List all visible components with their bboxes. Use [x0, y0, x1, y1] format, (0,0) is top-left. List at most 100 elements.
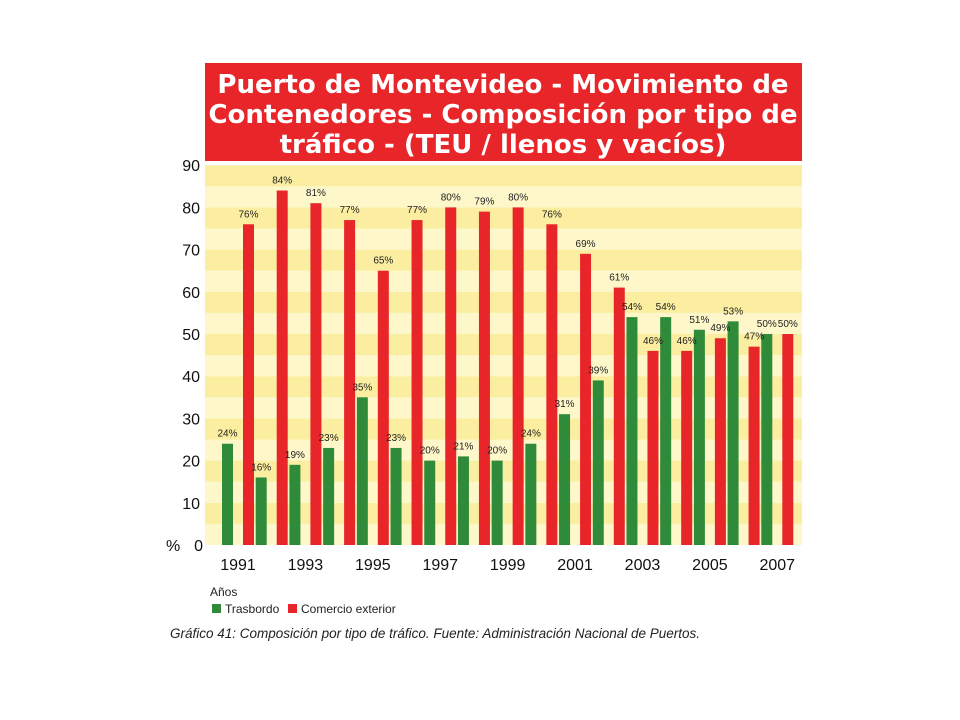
value-label: 76% [542, 209, 562, 220]
bar-trasbordo [559, 414, 571, 545]
value-label: 23% [319, 433, 339, 444]
x-axis-title: Años [210, 585, 237, 599]
y-axis-unit: % [166, 538, 180, 555]
background-band [205, 334, 802, 356]
bar-comercio-exterior [478, 211, 490, 545]
y-tick-label: 20 [182, 454, 200, 471]
figure-caption: Gráfico 41: Composición por tipo de tráf… [170, 626, 700, 641]
y-tick-label: 30 [182, 411, 200, 428]
value-label: 50% [757, 319, 777, 330]
bar-comercio-exterior [377, 270, 389, 545]
value-label: 77% [340, 205, 360, 216]
bar-trasbordo [592, 380, 604, 545]
x-axis: 1991 1993 1995 1997 1999 2001 2003 2005 2007 [220, 557, 795, 574]
bar-trasbordo [323, 447, 335, 545]
legend-swatch [212, 604, 221, 613]
value-label: 21% [453, 441, 473, 452]
background-band [205, 186, 802, 208]
value-label: 81% [306, 188, 326, 199]
value-label: 20% [487, 446, 507, 457]
bars [222, 190, 794, 545]
bar-comercio-exterior [276, 190, 288, 545]
value-label: 24% [521, 429, 541, 440]
bar-comercio-exterior [546, 224, 558, 545]
x-tick-label: 1999 [490, 557, 526, 574]
bar-comercio-exterior [344, 220, 356, 545]
value-label: 69% [576, 239, 596, 250]
value-label: 46% [643, 336, 663, 347]
bar-trasbordo [525, 443, 537, 545]
x-tick-label: 1991 [220, 557, 256, 574]
value-label: 76% [238, 209, 258, 220]
y-tick-label: 90 [182, 158, 200, 175]
legend: Trasbordo Comercio exterior [212, 602, 396, 616]
title-line: Contenedores - Composición por tipo de [208, 100, 797, 130]
background-band [205, 376, 802, 398]
bar-trasbordo [390, 447, 402, 545]
x-tick-label: 2005 [692, 557, 728, 574]
value-label: 46% [677, 336, 697, 347]
value-label: 51% [689, 315, 709, 326]
bar-comercio-exterior [714, 338, 726, 545]
bar-comercio-exterior [748, 346, 760, 545]
bar-comercio-exterior [647, 350, 659, 545]
value-label: 80% [508, 192, 528, 203]
background-band [205, 249, 802, 271]
y-tick-label: 60 [182, 285, 200, 302]
value-label: 47% [744, 332, 764, 343]
chart-title: Puerto de Montevideo - Movimiento deCont… [208, 70, 797, 160]
y-tick-label: 80 [182, 200, 200, 217]
title-banner [205, 63, 802, 161]
background-band [205, 291, 802, 313]
value-label: 84% [272, 176, 292, 187]
bar-comercio-exterior [613, 287, 625, 545]
background-band [205, 355, 802, 377]
x-tick-label: 2007 [759, 557, 795, 574]
title-line: tráfico - (TEU / llenos y vacíos) [280, 130, 727, 160]
bar-comercio-exterior [445, 207, 457, 545]
bar-trasbordo [491, 460, 503, 545]
bar-comercio-exterior [782, 334, 794, 545]
legend-label: Trasbordo [225, 602, 280, 616]
bar-trasbordo [222, 443, 233, 545]
bar-comercio-exterior [580, 253, 592, 545]
bar-trasbordo [255, 477, 267, 545]
value-label: 80% [441, 192, 461, 203]
value-label: 61% [609, 273, 629, 284]
background-band [205, 418, 802, 440]
y-tick-label: 50 [182, 327, 200, 344]
value-label: 77% [407, 205, 427, 216]
value-label: 24% [217, 429, 237, 440]
background-band [205, 228, 802, 250]
value-label: 20% [420, 446, 440, 457]
x-tick-label: 2003 [625, 557, 661, 574]
value-label: 49% [710, 323, 730, 334]
value-label: 39% [588, 365, 608, 376]
x-tick-label: 2001 [557, 557, 593, 574]
value-label: 35% [352, 382, 372, 393]
legend-swatch [288, 604, 297, 613]
bar-comercio-exterior [681, 350, 693, 545]
bar-trasbordo [693, 329, 705, 545]
title-line: Puerto de Montevideo - Movimiento de [217, 70, 788, 100]
bar-comercio-exterior [310, 203, 322, 545]
value-label: 50% [778, 319, 798, 330]
value-label: 23% [386, 433, 406, 444]
bar-trasbordo [660, 317, 672, 545]
x-tick-label: 1993 [288, 557, 324, 574]
value-label: 65% [373, 256, 393, 267]
value-labels: 24% 76% 16% 84% 19% 81% 23% 77% 35% 65% 23% 77% 20% 8… [217, 176, 797, 474]
background-band [205, 270, 802, 292]
legend-label: Comercio exterior [301, 602, 396, 616]
bar-trasbordo [626, 317, 638, 545]
background-band [205, 397, 802, 419]
background-band [205, 207, 802, 229]
value-label: 54% [622, 302, 642, 313]
bar-comercio-exterior [243, 224, 254, 545]
y-tick-label: 40 [182, 369, 200, 386]
bar-trasbordo [761, 334, 773, 545]
bar-trasbordo [727, 321, 739, 545]
value-label: 31% [555, 399, 575, 410]
bar-trasbordo [424, 460, 436, 545]
